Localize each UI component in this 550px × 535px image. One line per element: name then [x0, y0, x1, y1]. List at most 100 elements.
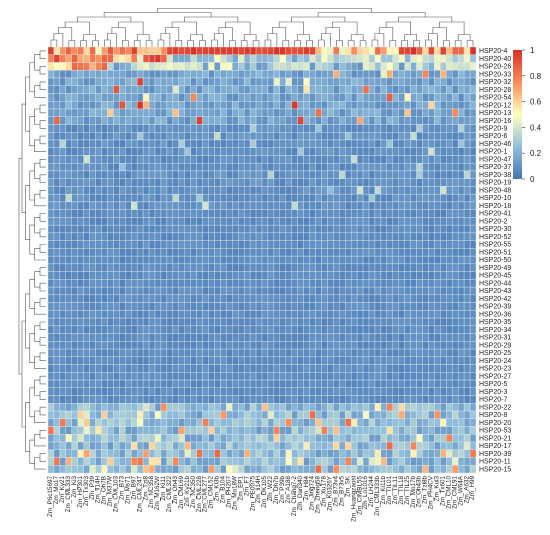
- heatmap-cell: [220, 434, 227, 443]
- heatmap-cell: [95, 302, 102, 311]
- heatmap-cell: [208, 131, 215, 141]
- heatmap-cell: [238, 62, 245, 71]
- heatmap-cell: [452, 232, 459, 241]
- heatmap-cell: [190, 325, 197, 334]
- heatmap-cell: [315, 348, 322, 358]
- heatmap-cell: [190, 131, 197, 141]
- heatmap-cell: [350, 54, 358, 63]
- heatmap-cell: [238, 46, 245, 55]
- heatmap-cell: [386, 93, 393, 102]
- heatmap-cell: [178, 356, 185, 365]
- heatmap-cell: [154, 457, 162, 466]
- heatmap-cell: [53, 101, 61, 110]
- heatmap-cell: [345, 170, 352, 179]
- heatmap-cell: [178, 101, 185, 110]
- heatmap-cell: [416, 46, 423, 55]
- heatmap-cell: [83, 449, 90, 458]
- heatmap-cell: [345, 193, 352, 203]
- heatmap-cell: [220, 62, 227, 71]
- heatmap-cell: [178, 209, 185, 218]
- heatmap-cell: [214, 310, 221, 319]
- heatmap-cell: [279, 77, 286, 86]
- heatmap-cell: [333, 271, 340, 280]
- heatmap-cell: [345, 426, 352, 435]
- heatmap-cell: [101, 178, 108, 187]
- heatmap-cell: [190, 317, 197, 327]
- dendrogram-branch: [39, 375, 46, 385]
- heatmap-cell: [119, 426, 126, 435]
- heatmap-cell: [291, 155, 298, 164]
- heatmap-cell: [279, 186, 286, 195]
- dendrogram-branch: [39, 352, 46, 361]
- heatmap-cell: [107, 372, 114, 381]
- heatmap-cell: [190, 248, 197, 257]
- heatmap-cell: [53, 341, 61, 350]
- heatmap-cell: [77, 170, 84, 179]
- heatmap-cell: [452, 263, 459, 272]
- heatmap-cell: [410, 101, 417, 110]
- heatmap-cell: [315, 410, 322, 419]
- heatmap-cell: [107, 395, 114, 404]
- heatmap-cell: [71, 54, 78, 63]
- heatmap-cell: [214, 294, 221, 303]
- heatmap-cell: [125, 178, 132, 187]
- heatmap-cell: [291, 108, 298, 117]
- heatmap-cell: [160, 418, 168, 427]
- heatmap-cell: [190, 186, 197, 195]
- heatmap-cell: [208, 255, 215, 265]
- heatmap-cell: [368, 333, 376, 342]
- column-label: Zm_CML103: [113, 476, 120, 513]
- heatmap-cell: [196, 465, 203, 474]
- heatmap-cell: [345, 410, 352, 419]
- heatmap-cell: [404, 325, 411, 334]
- row-label: HSP20-11: [479, 459, 511, 466]
- heatmap-cell: [202, 232, 209, 241]
- heatmap-cell: [321, 178, 328, 187]
- heatmap-cell: [422, 410, 429, 419]
- heatmap-cell: [291, 201, 298, 210]
- heatmap-cell: [107, 441, 114, 450]
- heatmap-cell: [59, 294, 67, 303]
- heatmap-cell: [202, 356, 209, 365]
- heatmap-cell: [446, 77, 453, 86]
- heatmap-cell: [279, 147, 286, 156]
- heatmap-cell: [297, 46, 304, 55]
- heatmap-cell: [47, 302, 55, 311]
- heatmap-cell: [333, 325, 340, 334]
- dendrogram-branch: [157, 39, 165, 47]
- heatmap-cell: [142, 46, 150, 55]
- heatmap-cell: [333, 248, 340, 257]
- heatmap-cell: [285, 209, 292, 218]
- dendrogram-branch: [379, 27, 394, 41]
- heatmap-cell: [243, 85, 251, 94]
- heatmap-cell: [136, 139, 144, 148]
- heatmap-cell: [303, 348, 310, 358]
- heatmap-cell: [142, 147, 150, 156]
- heatmap-cell: [345, 325, 352, 334]
- heatmap-cell: [131, 217, 138, 226]
- heatmap-cell: [279, 54, 286, 63]
- heatmap-cell: [374, 54, 382, 63]
- heatmap-cell: [327, 131, 334, 141]
- heatmap-cell: [208, 372, 215, 381]
- column-label: Zm_HP301: [77, 476, 84, 508]
- heatmap-cell: [119, 248, 126, 257]
- heatmap-cell: [119, 155, 126, 164]
- heatmap-cell: [232, 364, 239, 373]
- heatmap-cell: [380, 170, 388, 179]
- heatmap-cell: [59, 162, 67, 172]
- heatmap-cell: [178, 286, 185, 296]
- heatmap-cell: [255, 410, 263, 419]
- heatmap-cell: [125, 333, 132, 342]
- heatmap-cell: [160, 217, 168, 226]
- heatmap-cell: [160, 201, 168, 210]
- heatmap-cell: [255, 434, 263, 443]
- heatmap-cell: [285, 224, 292, 234]
- heatmap-cell: [267, 279, 275, 288]
- heatmap-cell: [362, 147, 370, 156]
- heatmap-cell: [95, 201, 102, 210]
- column-label: Zm_Tx601: [439, 476, 446, 507]
- heatmap-cell: [202, 217, 209, 226]
- heatmap-cell: [190, 217, 197, 226]
- heatmap-cell: [232, 395, 239, 404]
